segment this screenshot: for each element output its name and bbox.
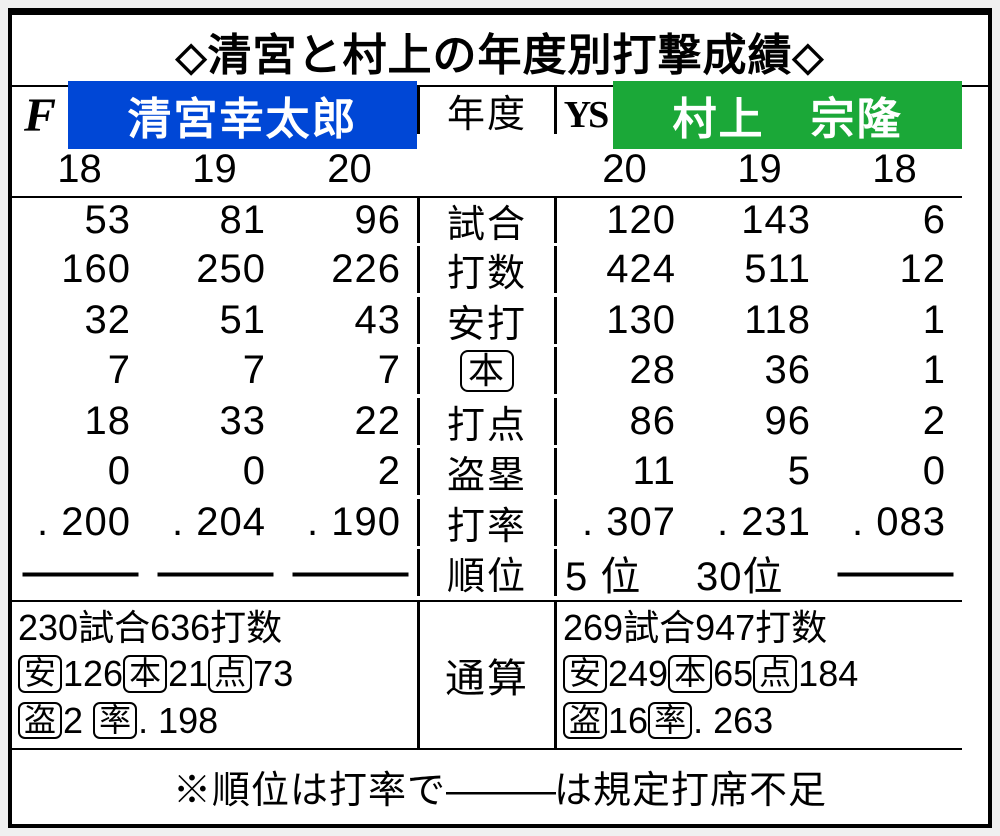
cell: 0 [827,448,962,495]
cell: . 204 [147,499,282,546]
row-label: 盗塁 [417,448,557,495]
cell: 32 [12,297,147,344]
cell: 143 [692,196,827,243]
row-label: 打率 [417,499,557,546]
cell: 7 [12,347,147,394]
cell: 118 [692,297,827,344]
cell: 5 位 [557,549,692,596]
cell: 424 [557,246,692,293]
year-header-label: 年度 [417,87,557,134]
cell: 6 [827,196,962,243]
left-player-header: F 清宮幸太郎 [12,87,417,143]
team-logo-ys: YS [557,93,613,137]
tot-line2: 安249本65点184 [563,651,956,697]
cell: 53 [12,196,147,243]
cell: 5 [692,448,827,495]
cell: 18 [12,398,147,445]
tot-line2: 安126本21点73 [18,651,411,697]
right-year-2: 18 [827,146,962,192]
cell: . 190 [282,499,417,546]
diamond-right: ◇ [793,35,825,79]
title-text: 清宮と村上の年度別打撃成績 [208,31,793,80]
cell: 7 [282,347,417,394]
cell: 33 [147,398,282,445]
left-year-1: 19 [147,146,282,192]
cell: 1 [827,297,962,344]
cell: 30位 [692,549,827,596]
cell: 96 [692,398,827,445]
cell: 96 [282,196,417,243]
cell: ——— [282,549,417,596]
row-label: 安打 [417,297,557,344]
cell: 160 [12,246,147,293]
cell: 51 [147,297,282,344]
row-label: 打数 [417,246,557,293]
cell: 81 [147,196,282,243]
cell: ——— [827,549,962,596]
cell: ——— [147,549,282,596]
row-label: 順位 [417,549,557,596]
tot-line3: 盗2 率. 198 [18,698,411,744]
diamond-left: ◇ [176,35,208,79]
cell: 120 [557,196,692,243]
cell: . 307 [557,499,692,546]
right-player-header: YS 村上 宗隆 [557,87,962,143]
table-title: ◇清宮と村上の年度別打撃成績◇ [12,12,988,85]
grid: F 清宮幸太郎 年度 YS 村上 宗隆 18 19 20 20 19 18 53… [12,85,988,753]
tot-line1: 269試合947打数 [563,605,956,651]
cell: 86 [557,398,692,445]
cell: . 231 [692,499,827,546]
tot-line1: 230試合636打数 [18,605,411,651]
cell: 250 [147,246,282,293]
player-name-murakami: 村上 宗隆 [613,81,962,149]
cell: ——— [12,549,147,596]
right-year-1: 19 [692,146,827,192]
row-label-boxed: 本 [417,347,557,394]
cell: 28 [557,347,692,394]
player-name-kiyomiya: 清宮幸太郎 [68,81,417,149]
cell: 2 [282,448,417,495]
row-label: 打点 [417,398,557,445]
left-year-2: 20 [282,146,417,192]
right-totals: 269試合947打数 安249本65点184 盗16率. 263 [557,600,962,750]
cell: 1 [827,347,962,394]
cell: 11 [557,448,692,495]
cell: . 083 [827,499,962,546]
cell: 511 [692,246,827,293]
cell: 0 [147,448,282,495]
cell: . 200 [12,499,147,546]
cell: 7 [147,347,282,394]
left-year-0: 18 [12,146,147,192]
right-year-0: 20 [557,146,692,192]
cell: 0 [12,448,147,495]
totals-label: 通算 [417,600,557,750]
cell: 43 [282,297,417,344]
cell: 22 [282,398,417,445]
left-totals: 230試合636打数 安126本21点73 盗2 率. 198 [12,600,417,750]
footnote: ※順位は打率で———は規定打席不足 [12,753,988,824]
cell: 36 [692,347,827,394]
team-logo-f: F [12,88,68,143]
cell: 226 [282,246,417,293]
row-label: 試合 [417,196,557,243]
cell: 12 [827,246,962,293]
cell: 2 [827,398,962,445]
stats-table: ◇清宮と村上の年度別打撃成績◇ F 清宮幸太郎 年度 YS 村上 宗隆 18 1… [8,8,992,828]
tot-line3: 盗16率. 263 [563,698,956,744]
cell: 130 [557,297,692,344]
